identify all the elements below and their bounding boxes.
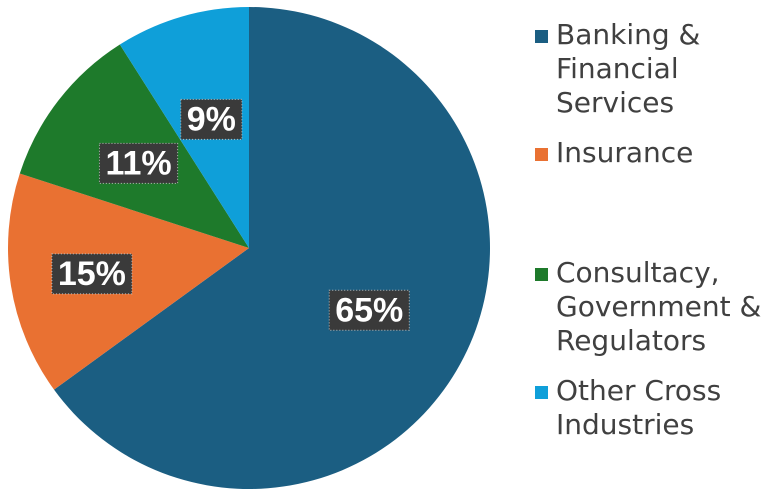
data-label-text-banking: 65% bbox=[335, 291, 403, 329]
legend-swatch-other bbox=[535, 386, 548, 399]
legend-item-insurance: Insurance bbox=[535, 136, 772, 170]
legend-swatch-insurance bbox=[535, 148, 548, 161]
legend-label-other: Other Cross Industries bbox=[556, 374, 722, 441]
data-label-other: 9% bbox=[180, 98, 243, 140]
data-label-text-consultancy: 11% bbox=[105, 144, 171, 182]
pie-slices bbox=[8, 7, 490, 489]
pie-chart: 65% 15% 11% 9% bbox=[8, 7, 490, 489]
legend-item-consultancy: Consultacy, Government & Regulators bbox=[535, 256, 772, 358]
legend-label-banking: Banking & Financial Services bbox=[556, 18, 701, 119]
data-label-box-insurance bbox=[51, 253, 133, 295]
data-label-box-banking bbox=[328, 289, 410, 331]
pie-slice-banking bbox=[54, 7, 490, 489]
chart-legend: Banking & Financial Services Insurance C… bbox=[535, 0, 773, 489]
legend-item-other: Other Cross Industries bbox=[535, 374, 772, 442]
data-label-text-insurance: 15% bbox=[58, 255, 126, 293]
legend-swatch-consultancy bbox=[535, 268, 548, 281]
data-label-insurance: 15% bbox=[51, 253, 133, 295]
data-label-consultancy: 11% bbox=[98, 142, 179, 184]
data-label-box-other bbox=[180, 98, 243, 140]
pie-data-labels: 65% 15% 11% 9% bbox=[51, 98, 410, 331]
data-label-text-other: 9% bbox=[187, 100, 236, 138]
data-label-banking: 65% bbox=[328, 289, 410, 331]
legend-label-insurance: Insurance bbox=[556, 136, 694, 169]
data-label-box-consultancy bbox=[98, 142, 179, 184]
legend-label-consultancy: Consultacy, Government & Regulators bbox=[556, 256, 762, 357]
legend-swatch-banking bbox=[535, 30, 548, 43]
legend-item-banking: Banking & Financial Services bbox=[535, 18, 772, 120]
